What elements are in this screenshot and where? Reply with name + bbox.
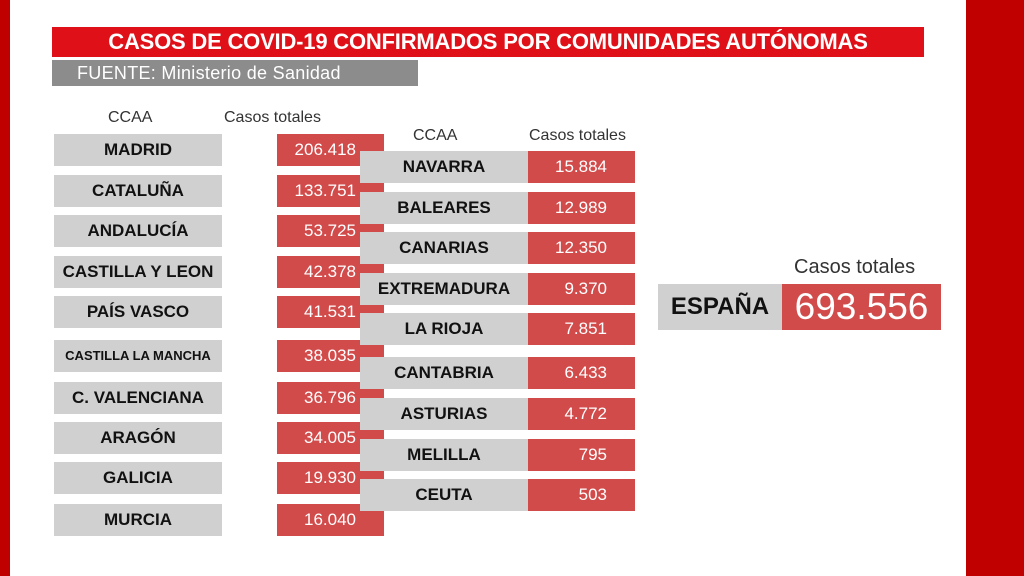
region-name: ANDALUCÍA — [54, 215, 222, 247]
region-cases: 6.433 — [528, 357, 635, 389]
region-name: EXTREMADURA — [360, 273, 528, 305]
region-name: CASTILLA Y LEON — [54, 256, 222, 288]
source-label: FUENTE: Ministerio de Sanidad — [52, 60, 418, 86]
region-name: BALEARES — [360, 192, 528, 224]
region-cases: 7.851 — [528, 313, 635, 345]
left-header-cases: Casos totales — [224, 109, 321, 126]
region-name: CANTABRIA — [360, 357, 528, 389]
right-header-ccaa: CCAA — [413, 127, 458, 144]
region-name: NAVARRA — [360, 151, 528, 183]
total-cases-value: 693.556 — [782, 284, 941, 330]
region-cases: 12.989 — [528, 192, 635, 224]
right-red-edge — [966, 0, 1024, 576]
region-cases: 4.772 — [528, 398, 635, 430]
region-cases: 9.370 — [528, 273, 635, 305]
region-name: CATALUÑA — [54, 175, 222, 207]
region-name: GALICIA — [54, 462, 222, 494]
region-name: LA RIOJA — [360, 313, 528, 345]
region-cases: 15.884 — [528, 151, 635, 183]
region-name: ASTURIAS — [360, 398, 528, 430]
region-cases: 795 — [528, 439, 635, 471]
region-name: CEUTA — [360, 479, 528, 511]
left-header-ccaa: CCAA — [108, 109, 153, 126]
region-name: CANARIAS — [360, 232, 528, 264]
right-header-cases: Casos totales — [529, 127, 626, 144]
region-name: CASTILLA LA MANCHA — [54, 340, 222, 372]
region-name: ARAGÓN — [54, 422, 222, 454]
region-name: MELILLA — [360, 439, 528, 471]
region-cases: 206.418 — [277, 134, 384, 166]
page-title: CASOS DE COVID-19 CONFIRMADOS POR COMUNI… — [52, 27, 924, 57]
region-cases: 12.350 — [528, 232, 635, 264]
region-cases: 503 — [528, 479, 635, 511]
region-name: MADRID — [54, 134, 222, 166]
left-red-edge — [0, 0, 10, 576]
total-country-name: ESPAÑA — [658, 284, 782, 330]
region-name: MURCIA — [54, 504, 222, 536]
region-name: PAÍS VASCO — [54, 296, 222, 328]
region-name: C. VALENCIANA — [54, 382, 222, 414]
total-header: Casos totales — [794, 256, 916, 278]
